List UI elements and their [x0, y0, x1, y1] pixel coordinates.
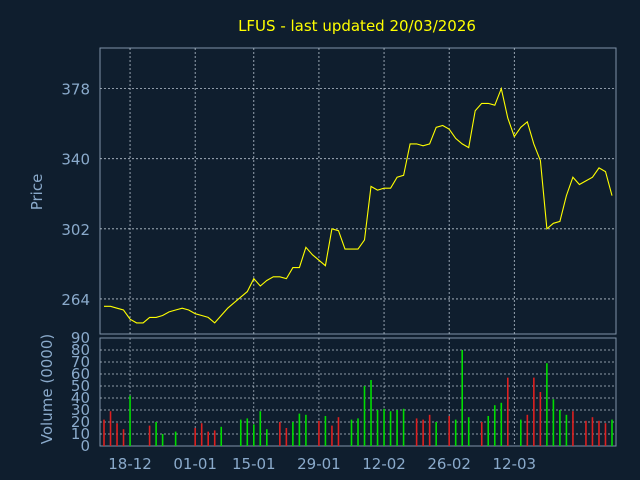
volume-tick-50: 50: [71, 377, 90, 395]
price-tick-378: 378: [61, 81, 90, 99]
price-panel: 264 302 340 378: [61, 47, 617, 335]
date-tick-29-01: 29-01: [297, 455, 341, 473]
volume-tick-40: 40: [71, 389, 90, 407]
volume-tick-10: 10: [71, 425, 90, 443]
date-tick-01-01: 01-01: [173, 455, 217, 473]
volume-tick-90: 90: [71, 329, 90, 347]
date-tick-15-01: 15-01: [232, 455, 276, 473]
price-axis-label: Price: [28, 174, 46, 211]
volume-tick-30: 30: [71, 401, 90, 419]
chart-title: LFUS - last updated 20/03/2026: [238, 17, 476, 35]
date-tick-12-03: 12-03: [493, 455, 537, 473]
price-frame: [99, 47, 617, 335]
date-tick-18-12: 18-12: [108, 455, 152, 473]
date-tick-26-02: 26-02: [427, 455, 471, 473]
date-tick-12-02: 12-02: [362, 455, 406, 473]
volume-tick-60: 60: [71, 365, 90, 383]
volume-tick-0: 0: [80, 437, 90, 455]
volume-tick-80: 80: [71, 341, 90, 359]
price-tick-302: 302: [61, 221, 90, 239]
volume-tick-70: 70: [71, 353, 90, 371]
price-line: [104, 86, 613, 324]
price-tick-340: 340: [61, 151, 90, 169]
price-tick-264: 264: [61, 291, 90, 309]
volume-axis-label: Volume (0000): [38, 334, 56, 444]
volume-tick-20: 20: [71, 413, 90, 431]
